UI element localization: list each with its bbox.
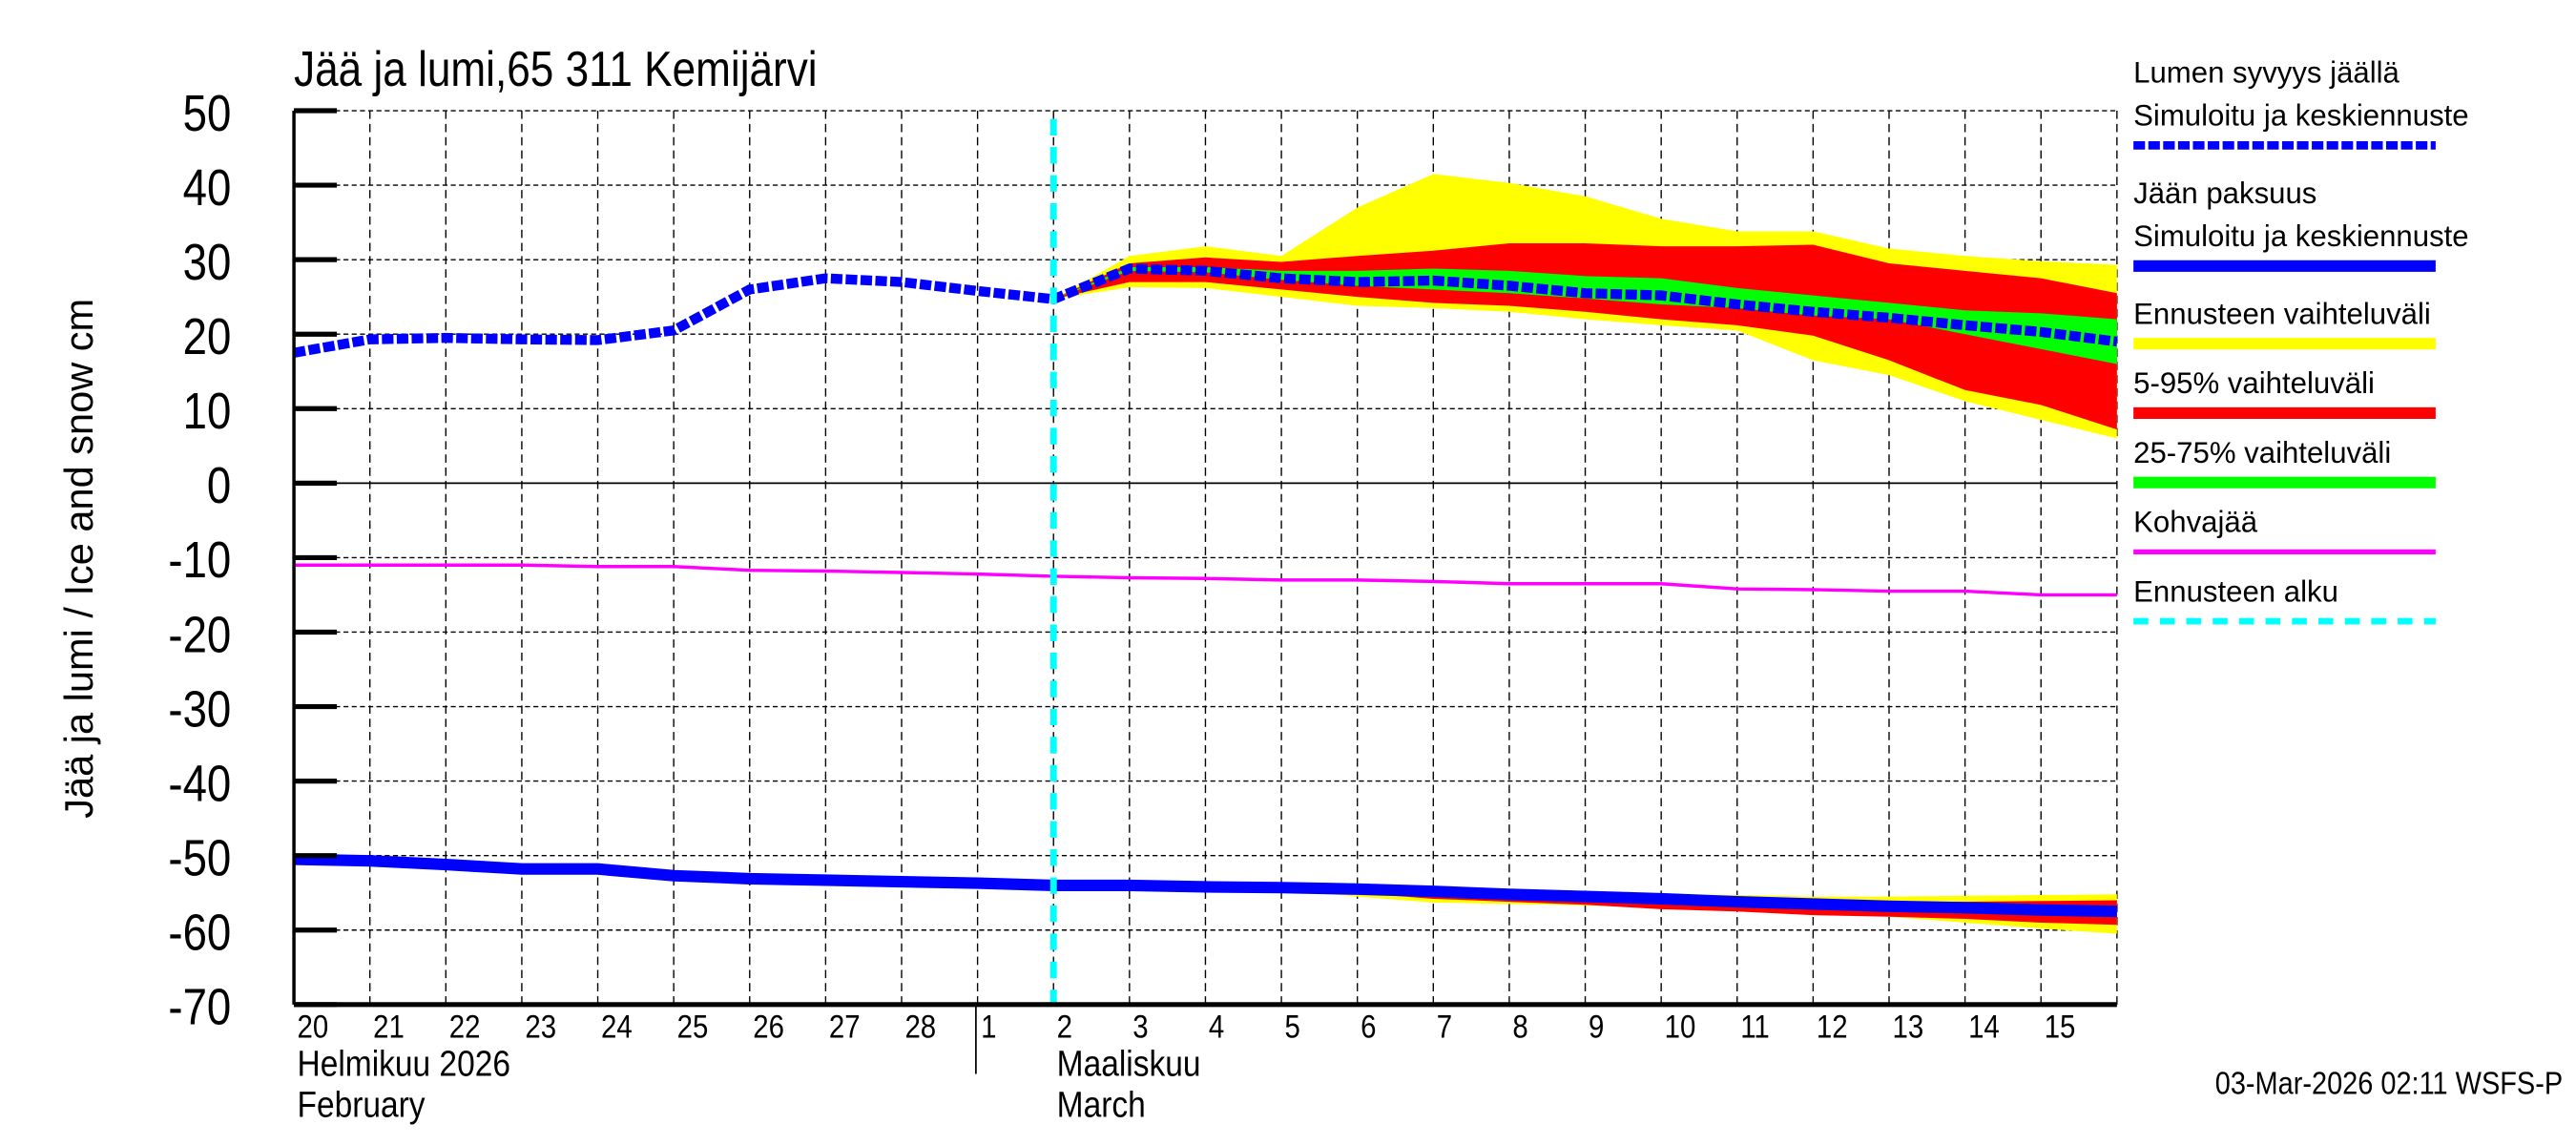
y-tick-label: 0 [207, 457, 231, 514]
y-tick-label: -30 [168, 680, 231, 738]
y-tick-label: -20 [168, 606, 231, 663]
y-tick-label: 10 [183, 383, 232, 440]
x-tick-label: 8 [1512, 1008, 1527, 1045]
month-label: Helmikuu 2026 [298, 1043, 510, 1083]
x-tick-label: 2 [1057, 1008, 1072, 1045]
x-tick-label: 13 [1892, 1008, 1923, 1045]
legend: Lumen syvyys jäällä Simuloitu ja keskienn… [2133, 56, 2469, 625]
x-tick-label: 3 [1132, 1008, 1148, 1045]
series-lines [293, 118, 2118, 1005]
x-tick-label: 21 [373, 1008, 405, 1045]
forecast-bands [1053, 174, 2117, 934]
snow-depth-line [293, 263, 2118, 358]
x-tick-label: 11 [1740, 1008, 1770, 1045]
x-tick-label: 1 [981, 1008, 996, 1045]
y-tick-label: -50 [168, 829, 231, 886]
y-tick-label: -70 [168, 978, 231, 1035]
legend-label: 25-75% vaihteluväli [2133, 436, 2391, 469]
x-tick-label: 26 [753, 1008, 784, 1045]
legend-label: Lumen syvyys jäällä [2133, 56, 2399, 90]
x-tick-label: 9 [1589, 1008, 1604, 1045]
snow-25-75-band [1053, 266, 2117, 364]
ice-thickness-line [293, 853, 2117, 918]
x-tick-label: 15 [2045, 1008, 2076, 1045]
x-tick-label: 6 [1361, 1008, 1376, 1045]
y-axis-label: Jää ja lumi / Ice and snow cm [56, 299, 101, 819]
x-tick-label: 4 [1209, 1008, 1224, 1045]
x-tick-label: 20 [298, 1008, 329, 1045]
x-tick-label: 22 [449, 1008, 481, 1045]
month-label-en: March [1057, 1085, 1146, 1125]
y-tick-label: -60 [168, 904, 231, 961]
x-tick-label: 27 [829, 1008, 861, 1045]
y-tick-label: 40 [183, 158, 232, 216]
x-tick-label: 10 [1665, 1008, 1696, 1045]
x-tick-label: 7 [1437, 1008, 1452, 1045]
legend-label: Ennusteen alku [2133, 574, 2338, 608]
month-label: Maaliskuu [1057, 1043, 1201, 1083]
footer-timestamp: 03-Mar-2026 02:11 WSFS-P [2215, 1066, 2563, 1101]
legend-label: Jään paksuus [2133, 177, 2316, 210]
slush-ice-line [294, 563, 2117, 597]
legend-label: Simuloitu ja keskiennuste [2133, 219, 2468, 253]
legend-label: Kohvajää [2133, 506, 2258, 539]
chart-title: Jää ja lumi,65 311 Kemijärvi [294, 42, 818, 97]
x-tick-label: 5 [1285, 1008, 1300, 1045]
ice-forecast-range [1053, 885, 2117, 934]
x-tick-label: 14 [1968, 1008, 2000, 1045]
legend-label: Ennusteen vaihteluväli [2133, 297, 2431, 330]
ice-5-95-band [1053, 885, 2117, 926]
month-label-en: February [298, 1085, 426, 1125]
snow-5-95-band [1053, 242, 2117, 430]
legend-label: Simuloitu ja keskiennuste [2133, 99, 2468, 133]
legend-label: 5-95% vaihteluväli [2133, 366, 2375, 400]
y-tick-label: 50 [183, 84, 232, 141]
x-tick-label: 24 [601, 1008, 633, 1045]
x-tick-label: 25 [677, 1008, 709, 1045]
y-tick-label: -10 [168, 531, 231, 589]
y-tick-label: 30 [183, 233, 232, 290]
y-tick-label: 20 [183, 307, 232, 364]
x-tick-label: 28 [904, 1008, 936, 1045]
y-tick-label: -40 [168, 755, 231, 812]
x-tick-label: 23 [525, 1008, 556, 1045]
x-tick-label: 12 [1817, 1008, 1848, 1045]
